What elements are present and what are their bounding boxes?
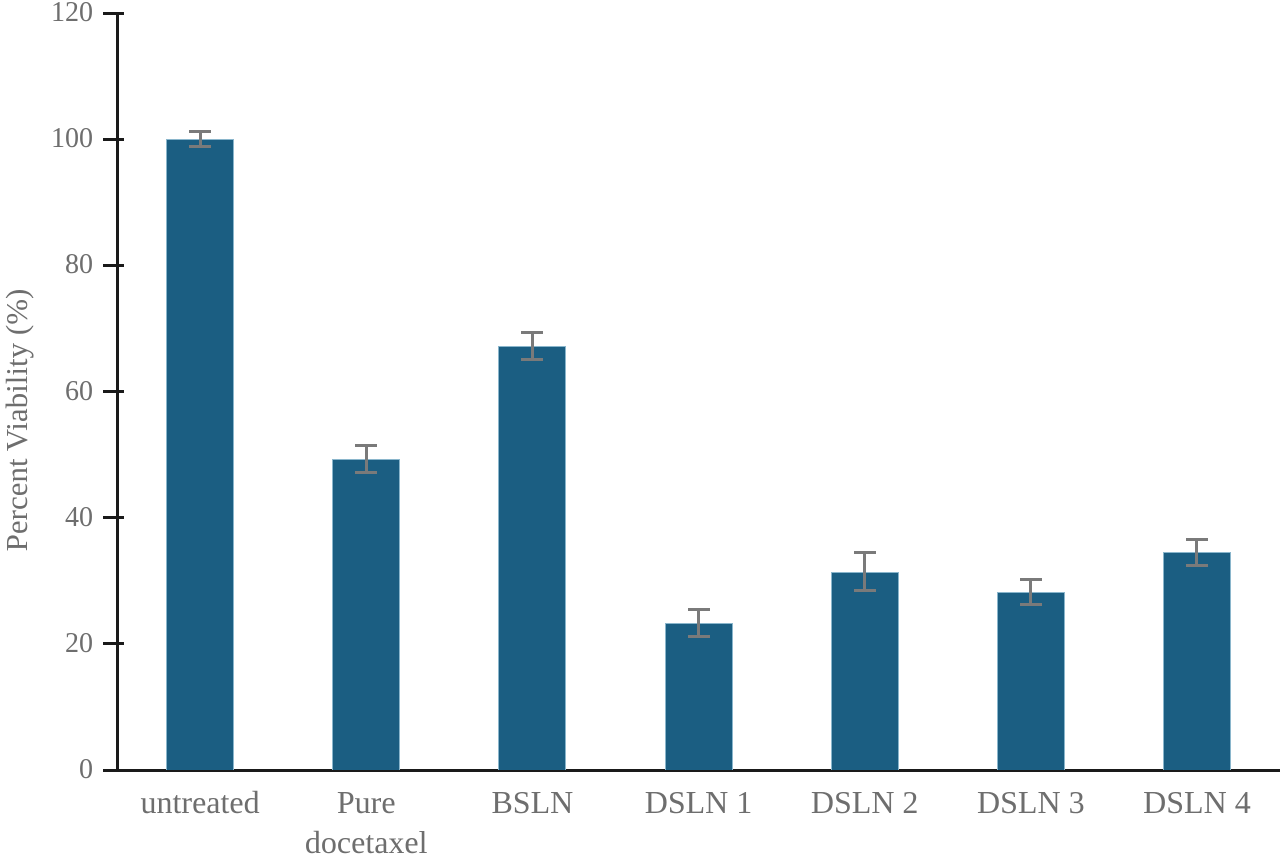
error-bar-cap-top [853,551,876,555]
y-axis-tick-label: 120 [51,0,93,28]
y-axis-tick [103,390,124,393]
x-axis-label-dsln-1: DSLN 1 [644,784,753,820]
y-axis-tick-label: 20 [65,627,93,659]
y-axis-tick-label: 40 [65,501,93,533]
x-axis-label-bsln: BSLN [491,784,574,820]
error-bar-cap-top [521,331,544,335]
y-axis-tick-label: 60 [65,375,93,407]
error-bar-cap-top [1185,537,1208,541]
error-bar-pure-docetaxel [364,445,368,473]
error-bar-dsln-2 [863,552,867,591]
y-axis-tick [103,11,124,15]
error-bar-cap-bottom [189,145,212,149]
x-axis-line [116,769,1280,772]
error-bar-cap-top [687,608,710,612]
bar-bsln [498,346,567,770]
y-axis-tick [103,516,124,520]
x-axis-label-pure-docetaxel: Pure docetaxel [304,784,428,856]
x-axis-label-dsln-2: DSLN 2 [810,784,919,820]
y-axis-tick [103,768,124,772]
bar-dsln-2 [830,571,899,770]
error-bar-cap-top [189,130,212,134]
bar-dsln-1 [664,623,733,770]
error-bar-bsln [530,332,534,360]
error-bar-dsln-1 [697,609,700,637]
y-axis-tick-label: 100 [51,123,93,155]
x-axis-label-dsln-4: DSLN 4 [1143,784,1251,820]
error-bar-dsln-4 [1195,539,1199,566]
y-axis-tick-label: 0 [79,754,93,785]
error-bar-cap-bottom [1185,564,1208,568]
bar-dsln-4 [1162,552,1231,770]
x-axis-label-dsln-3: DSLN 3 [977,784,1085,820]
error-bar-untreated [198,131,202,147]
bar-dsln-3 [996,592,1065,770]
error-bar-cap-top [1019,577,1042,581]
error-bar-cap-bottom [355,470,378,474]
error-bar-cap-bottom [687,634,710,638]
bar-pure-docetaxel [332,458,401,770]
error-bar-dsln-3 [1029,579,1033,605]
y-axis-tick-label: 80 [65,249,93,281]
error-bar-cap-bottom [1019,603,1042,607]
y-axis-tick [103,137,124,141]
error-bar-cap-bottom [521,357,544,361]
x-axis-label-untreated: untreated [140,784,260,820]
error-bar-cap-top [355,444,378,448]
bar-untreated [166,139,235,770]
error-bar-cap-bottom [853,589,876,593]
y-axis-tick [103,642,124,646]
y-axis-tick [103,263,124,267]
